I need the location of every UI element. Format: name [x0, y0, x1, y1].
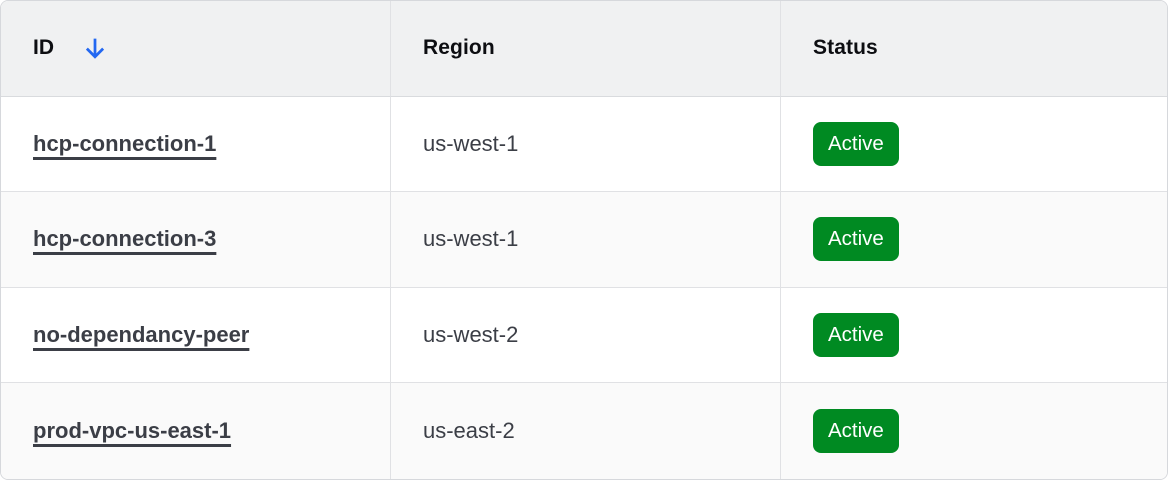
- region-value: us-west-1: [423, 130, 519, 156]
- column-header-status-label: Status: [813, 36, 878, 60]
- column-header-region: Region: [391, 1, 781, 97]
- table-row-3-region-cell: us-east-2: [391, 383, 781, 479]
- table-row-3-status-cell: Active: [781, 383, 1167, 479]
- table-row-0-id-cell: hcp-connection-1: [1, 96, 391, 193]
- table-row-2-region-cell: us-west-2: [391, 287, 781, 384]
- region-value: us-west-2: [423, 322, 519, 348]
- table-row-1-id-cell: hcp-connection-3: [1, 192, 391, 288]
- table-row-1-region-cell: us-west-1: [391, 192, 781, 288]
- column-header-status: Status: [781, 1, 1167, 97]
- status-badge: Active: [813, 121, 899, 166]
- connection-link[interactable]: prod-vpc-us-east-1: [33, 418, 232, 444]
- table-row-0-status-cell: Active: [781, 96, 1167, 193]
- status-badge: Active: [813, 313, 899, 358]
- table-row-0-region-cell: us-west-1: [391, 96, 781, 193]
- column-header-id-label: ID: [33, 36, 55, 60]
- table-row-2-status-cell: Active: [781, 287, 1167, 384]
- column-header-region-label: Region: [423, 36, 495, 60]
- region-value: us-west-1: [423, 226, 519, 252]
- region-value: us-east-2: [423, 418, 515, 444]
- column-header-id[interactable]: ID: [1, 1, 391, 97]
- connection-link[interactable]: hcp-connection-3: [33, 226, 217, 252]
- connection-link[interactable]: hcp-connection-1: [33, 130, 217, 156]
- status-badge: Active: [813, 217, 899, 262]
- sort-descending-arrow-icon: [80, 33, 110, 63]
- table-row-2-id-cell: no-dependancy-peer: [1, 287, 391, 384]
- connection-link[interactable]: no-dependancy-peer: [33, 322, 250, 348]
- status-badge: Active: [813, 409, 899, 454]
- table-row-1-status-cell: Active: [781, 192, 1167, 288]
- table-row-3-id-cell: prod-vpc-us-east-1: [1, 383, 391, 479]
